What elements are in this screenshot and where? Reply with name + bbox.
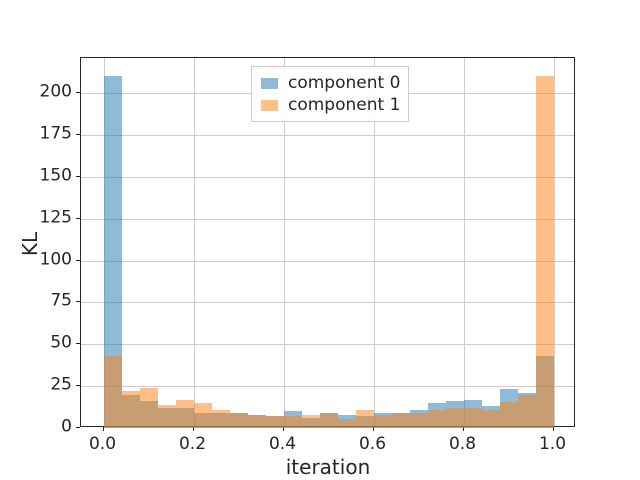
y-tick-label: 75 xyxy=(50,290,72,311)
gridline-y xyxy=(81,386,574,388)
bar-component-1-bin-2 xyxy=(139,387,158,428)
gridline-x xyxy=(373,58,375,426)
x-tick-mark xyxy=(192,427,194,431)
gridline-x xyxy=(463,58,465,426)
x-tick-label: 0.4 xyxy=(268,434,297,454)
gridline-y xyxy=(81,302,574,304)
x-tick-mark xyxy=(462,427,464,431)
bar-component-1-bin-24 xyxy=(535,76,554,428)
legend: component 0 component 1 xyxy=(251,66,409,122)
y-tick-label: 200 xyxy=(39,81,72,102)
bar-component-1-bin-3 xyxy=(157,405,176,428)
gridline-y xyxy=(81,135,574,136)
legend-label-component-0: component 0 xyxy=(288,72,401,93)
bar-component-1-bin-21 xyxy=(481,409,500,428)
y-tick-mark xyxy=(76,343,80,345)
y-tick-label: 50 xyxy=(50,332,72,353)
legend-swatch-component-0 xyxy=(261,77,278,89)
gridline-y xyxy=(81,344,574,346)
bar-component-1-bin-14 xyxy=(355,409,374,428)
x-tick-label: 0.8 xyxy=(448,434,477,454)
bar-component-1-bin-18 xyxy=(427,410,446,428)
bar-component-1-bin-1 xyxy=(121,391,140,428)
y-tick-label: 0 xyxy=(61,416,72,437)
y-tick-mark xyxy=(76,385,80,387)
x-tick-mark xyxy=(102,427,104,431)
bar-component-1-bin-11 xyxy=(301,414,320,428)
y-tick-label: 150 xyxy=(39,165,72,186)
x-tick-label: 1.0 xyxy=(538,434,567,454)
y-tick-label: 25 xyxy=(50,374,72,395)
bar-component-1-bin-0 xyxy=(103,356,122,428)
bar-component-1-bin-4 xyxy=(175,399,194,428)
bar-component-1-bin-6 xyxy=(211,409,230,428)
bar-component-1-bin-5 xyxy=(193,402,212,428)
gridline-x xyxy=(283,58,285,426)
y-tick-mark xyxy=(76,427,80,428)
y-tick-mark xyxy=(76,175,80,177)
x-tick-mark xyxy=(552,427,554,431)
bar-component-0-bin-0 xyxy=(103,76,122,428)
x-tick-mark xyxy=(282,427,284,431)
y-axis-label: KL xyxy=(18,231,42,257)
bar-component-1-bin-20 xyxy=(463,407,482,428)
bar-component-1-bin-23 xyxy=(517,395,536,428)
gridline-y xyxy=(81,176,574,178)
legend-entry-component-0: component 0 xyxy=(261,72,408,93)
x-tick-label: 0.2 xyxy=(178,434,207,454)
y-tick-mark xyxy=(76,134,80,135)
bar-component-1-bin-17 xyxy=(409,412,428,428)
bar-component-1-bin-22 xyxy=(499,402,518,428)
y-tick-label: 125 xyxy=(39,207,72,228)
x-tick-label: 0.6 xyxy=(358,434,387,454)
y-tick-mark xyxy=(76,301,80,303)
bar-component-1-bin-9 xyxy=(265,416,284,428)
legend-entry-component-1: component 1 xyxy=(261,94,408,115)
gridline-x xyxy=(193,58,195,426)
y-tick-label: 175 xyxy=(39,123,72,144)
gridline-y xyxy=(81,260,574,262)
legend-swatch-component-1 xyxy=(261,99,278,111)
bar-component-1-bin-15 xyxy=(373,414,392,428)
bar-component-1-bin-12 xyxy=(319,412,338,428)
bar-component-1-bin-10 xyxy=(283,416,302,428)
bar-component-1-bin-13 xyxy=(337,418,356,428)
y-tick-mark xyxy=(76,259,80,261)
y-tick-label: 100 xyxy=(39,249,72,270)
x-tick-mark xyxy=(372,427,374,431)
x-tick-label: 0.0 xyxy=(88,434,117,454)
bar-component-1-bin-16 xyxy=(391,412,410,428)
bar-component-1-bin-8 xyxy=(247,414,266,428)
x-axis-label: iteration xyxy=(285,455,371,479)
gridline-x xyxy=(553,58,555,426)
bar-component-1-bin-19 xyxy=(445,407,464,428)
gridline-y xyxy=(81,218,574,220)
y-tick-mark xyxy=(76,217,80,219)
legend-label-component-1: component 1 xyxy=(288,94,401,115)
plot-area: component 0 component 1 xyxy=(80,57,575,428)
bar-component-1-bin-7 xyxy=(229,412,248,428)
y-tick-mark xyxy=(76,92,80,94)
